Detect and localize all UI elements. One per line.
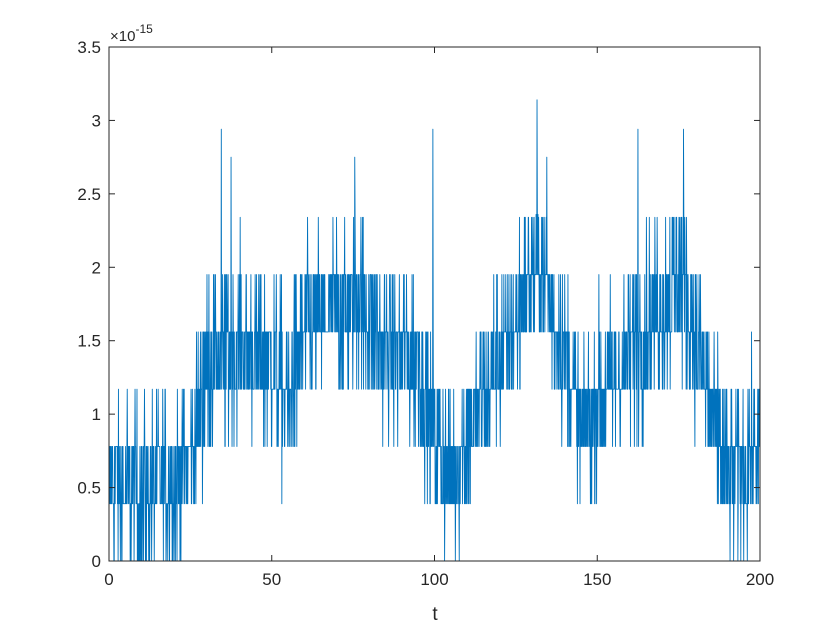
y-tick-label: 2 [92,258,101,277]
data-series [109,99,760,561]
x-tick-label: 50 [262,570,281,589]
x-axis-label: t [432,604,438,625]
x-tick-label: 0 [104,570,113,589]
y-exponent-base: ×10 [110,28,135,45]
y-tick-label: 3 [92,111,101,130]
y-tick-label: 2.5 [77,185,101,204]
axis-ticks [108,46,761,562]
x-tick-label: 100 [420,570,448,589]
x-tick-label: 150 [583,570,611,589]
series-line [109,99,760,561]
y-tick-label: 0 [92,552,101,571]
y-exponent-power: -15 [135,22,153,36]
y-tick-label: 0.5 [77,479,101,498]
y-tick-label: 1 [92,405,101,424]
x-tick-label: 200 [746,570,774,589]
y-tick-label: 3.5 [77,38,101,57]
y-tick-label: 1.5 [77,332,101,351]
y-exponent-label: ×10-15 [110,22,153,45]
